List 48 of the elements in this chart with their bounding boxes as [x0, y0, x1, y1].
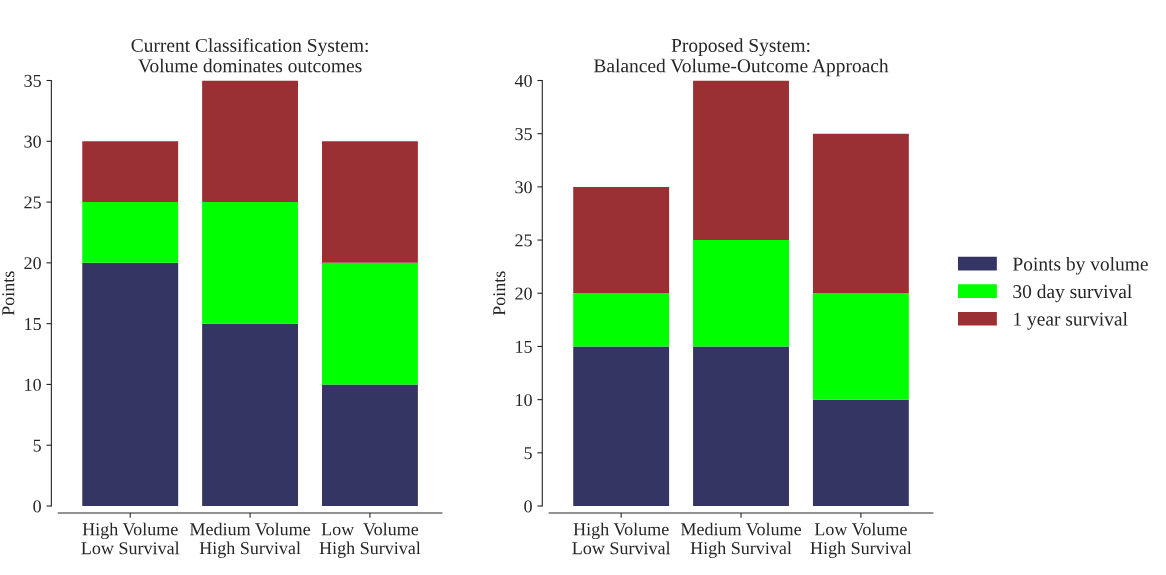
- bar: [693, 80, 789, 241]
- y-tick-label: 15: [516, 340, 532, 353]
- y-tick-label: 0: [524, 500, 532, 513]
- y-tick-label: 30: [24, 135, 41, 148]
- x-tick-label: Low Volume High Survival: [319, 522, 421, 558]
- bar: [812, 133, 909, 294]
- y-tick-label: 35: [515, 128, 532, 141]
- y-tick-label: 40: [514, 74, 532, 87]
- y-tick-label: 20: [515, 287, 532, 300]
- bar: [82, 141, 179, 203]
- y-tick-label: 20: [24, 257, 41, 270]
- bar: [693, 240, 789, 347]
- x-tick-label: Medium Volume High Survival: [189, 522, 311, 558]
- x-tick-label: Medium Volume High Survival: [680, 522, 802, 558]
- y-tick-label: 5: [524, 447, 532, 460]
- legend-label: Points by volume: [1012, 256, 1148, 275]
- bar: [202, 202, 299, 324]
- y-tick-label: 35: [24, 74, 41, 87]
- bar: [82, 262, 179, 506]
- y-tick-label: 10: [25, 378, 41, 391]
- bar: [321, 384, 418, 506]
- chart-title: Current Classification System: Volume dominates outcomes: [131, 38, 368, 73]
- bar: [573, 186, 670, 294]
- bar: [812, 293, 909, 400]
- y-tick-label: 30: [515, 181, 532, 194]
- bar: [812, 399, 909, 506]
- y-tick-label: 15: [25, 317, 41, 331]
- bar: [573, 293, 670, 347]
- y-tick-label: 25: [24, 196, 41, 209]
- bar: [202, 80, 299, 203]
- bar: [82, 202, 179, 263]
- y-tick-label: 10: [516, 393, 532, 407]
- bar: [202, 323, 299, 506]
- y-tick-label: 25: [515, 234, 532, 247]
- legend-label: 30 day survival: [1013, 284, 1132, 303]
- bar: [321, 141, 418, 263]
- legend-label: 1 year survival: [1014, 311, 1128, 330]
- x-tick-label: High Volume Low Survival: [81, 522, 180, 555]
- chart-title: Proposed System: Balanced Volume-Outcome Approach: [593, 38, 889, 77]
- y-axis-title: Points: [493, 271, 506, 316]
- bar: [693, 346, 789, 506]
- x-tick-label: Low Volume High Survival: [810, 522, 912, 558]
- y-axis-title: Points: [2, 271, 15, 316]
- y-tick-label: 5: [33, 439, 41, 452]
- x-tick-label: High Volume Low Survival: [572, 522, 671, 555]
- bar: [321, 262, 418, 385]
- bar: [573, 346, 670, 506]
- y-tick-label: 0: [33, 500, 41, 513]
